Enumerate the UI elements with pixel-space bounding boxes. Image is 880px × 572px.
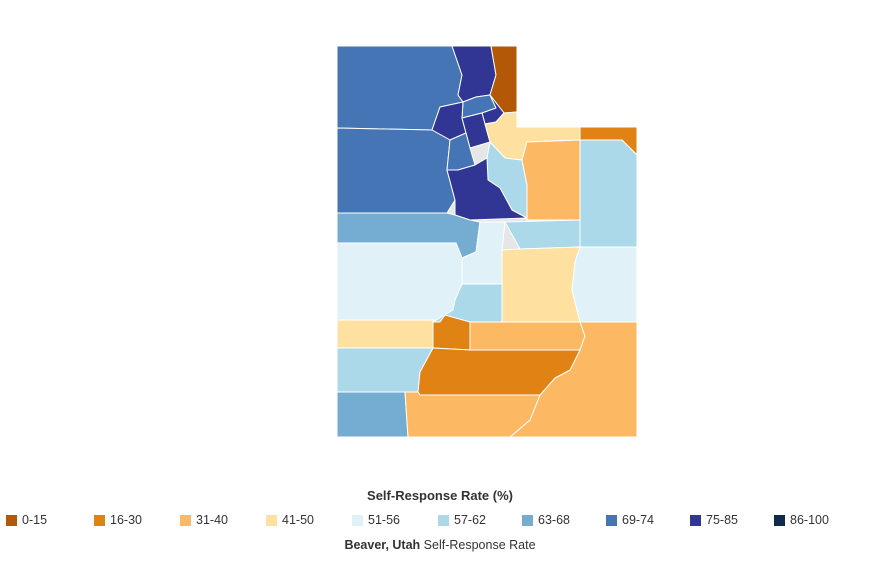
legend-label: 16-30 [110, 513, 142, 527]
county-emery[interactable] [501, 246, 581, 323]
legend-swatch [94, 514, 105, 526]
county-duchesne[interactable] [521, 139, 581, 221]
legend-item[interactable]: 63-68 [522, 513, 606, 527]
caption-place: Beaver, Utah [344, 538, 421, 552]
legend-item[interactable]: 75-85 [690, 513, 774, 527]
county-uintah[interactable] [579, 139, 638, 248]
legend-item[interactable]: 16-30 [94, 513, 180, 527]
legend-swatch [690, 514, 701, 526]
legend-item[interactable]: 86-100 [774, 513, 844, 527]
legend-label: 57-62 [454, 513, 486, 527]
county-utah[interactable] [446, 157, 528, 221]
legend-item[interactable]: 41-50 [266, 513, 352, 527]
legend-label: 86-100 [790, 513, 829, 527]
legend-swatch [438, 514, 449, 526]
legend-label: 69-74 [622, 513, 654, 527]
legend-item[interactable]: 51-56 [352, 513, 438, 527]
map-svg [336, 45, 638, 438]
legend-swatch [180, 514, 191, 526]
county-kane[interactable] [404, 391, 541, 438]
legend-swatch [522, 514, 533, 526]
legend-item[interactable]: 57-62 [438, 513, 522, 527]
legend-swatch [606, 514, 617, 526]
legend-item[interactable]: 0-15 [6, 513, 94, 527]
legend-swatch [352, 514, 363, 526]
legend-item[interactable]: 69-74 [606, 513, 690, 527]
legend-label: 41-50 [282, 513, 314, 527]
legend-label: 31-40 [196, 513, 228, 527]
legend-item[interactable]: 31-40 [180, 513, 266, 527]
county-garfield[interactable] [417, 347, 581, 396]
legend-swatch [6, 514, 17, 526]
map-caption: Beaver, Utah Self-Response Rate [0, 538, 880, 552]
caption-suffix: Self-Response Rate [420, 538, 536, 552]
county-beaver[interactable] [336, 319, 434, 349]
legend-label: 51-56 [368, 513, 400, 527]
utah-county-map [336, 45, 638, 438]
county-tooele[interactable] [336, 127, 456, 214]
legend-swatch [266, 514, 277, 526]
legend-label: 0-15 [22, 513, 48, 527]
county-grand[interactable] [571, 246, 638, 323]
legend-label: 75-85 [706, 513, 738, 527]
legend-swatch [774, 514, 785, 526]
legend: 0-15 16-30 31-40 41-50 51-56 57-62 63-68 69-74 7… [6, 511, 876, 529]
county-washington[interactable] [336, 391, 409, 438]
county-millard[interactable] [336, 242, 463, 321]
county-wayne[interactable] [469, 321, 586, 351]
legend-label: 63-68 [538, 513, 570, 527]
legend-title: Self-Response Rate (%) [367, 488, 513, 503]
